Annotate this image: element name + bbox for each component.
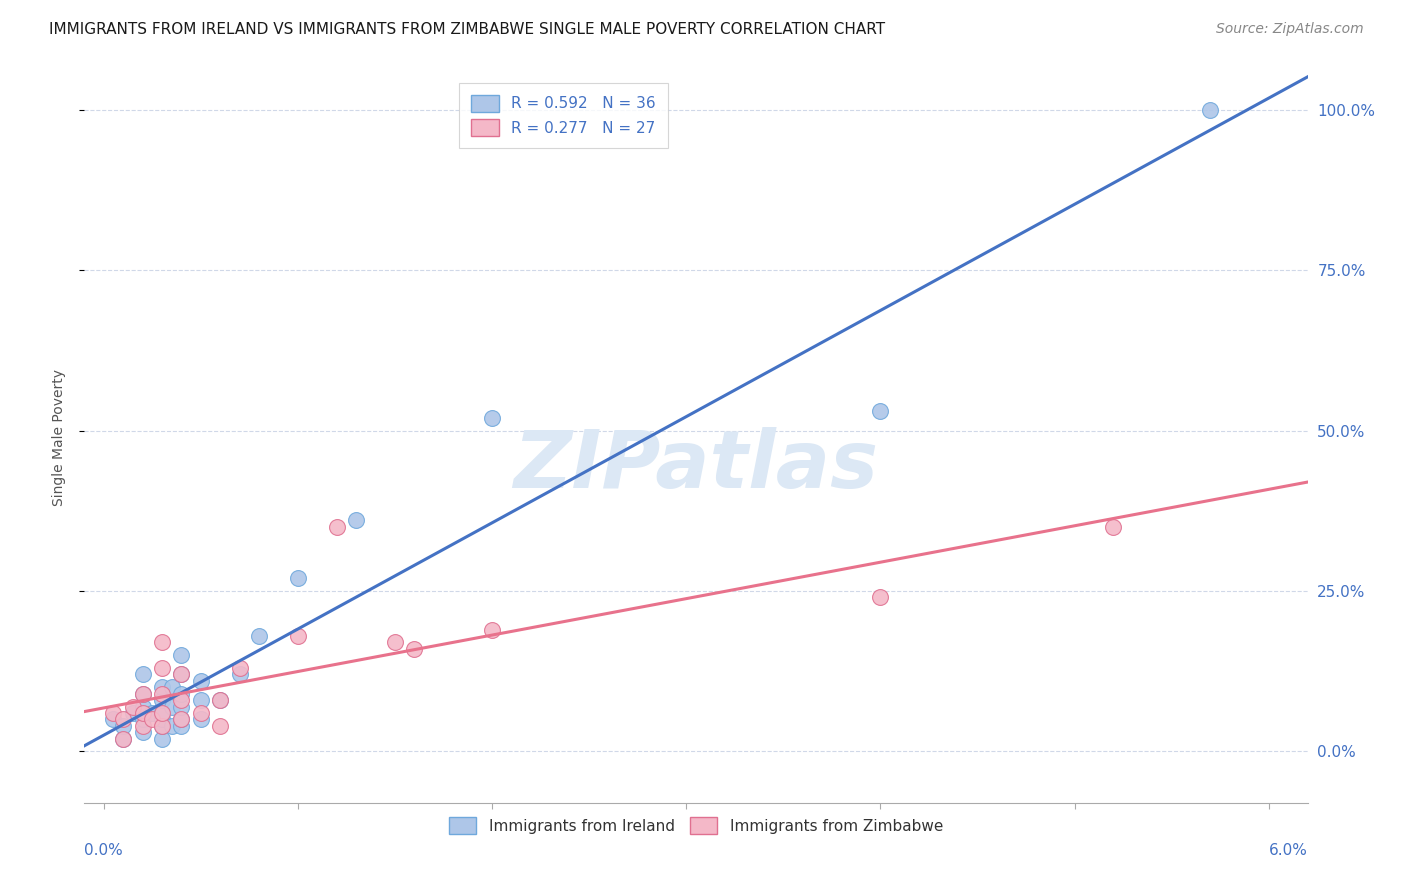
Point (131, 687, 153, 701)
Point (170, 712, 193, 726)
Point (131, 719, 153, 733)
Point (190, 693, 212, 707)
Point (190, 712, 212, 726)
Point (112, 719, 135, 733)
Point (170, 693, 193, 707)
Point (103, 712, 125, 726)
Point (122, 706, 145, 720)
Point (150, 693, 173, 707)
Text: ZIPatlas: ZIPatlas (513, 427, 879, 506)
Point (150, 719, 173, 733)
Point (209, 719, 232, 733)
Point (170, 667, 193, 681)
Point (247, 629, 270, 643)
Point (141, 712, 163, 726)
Point (112, 731, 135, 746)
Point (481, 623, 503, 637)
Point (170, 712, 193, 726)
Point (190, 706, 212, 720)
Point (170, 687, 193, 701)
Point (869, 591, 891, 605)
Point (150, 712, 173, 726)
Point (150, 635, 173, 649)
Point (131, 706, 153, 720)
Point (344, 514, 367, 528)
Text: Source: ZipAtlas.com: Source: ZipAtlas.com (1216, 22, 1364, 37)
Point (131, 725, 153, 739)
Text: 6.0%: 6.0% (1268, 843, 1308, 858)
Point (150, 661, 173, 675)
Point (103, 706, 125, 720)
Point (141, 706, 163, 720)
Point (228, 667, 250, 681)
Point (481, 410, 503, 425)
Point (150, 681, 173, 695)
Point (209, 693, 232, 707)
Point (131, 667, 153, 681)
Point (150, 731, 173, 746)
Point (160, 681, 183, 695)
Point (1102, 520, 1125, 534)
Point (404, 641, 426, 656)
Y-axis label: Single Male Poverty: Single Male Poverty (52, 368, 66, 506)
Point (150, 706, 173, 720)
Point (131, 699, 153, 714)
Point (209, 693, 232, 707)
Point (160, 719, 183, 733)
Point (190, 673, 212, 688)
Point (287, 629, 309, 643)
Point (170, 699, 193, 714)
Point (150, 706, 173, 720)
Point (287, 571, 309, 585)
Text: 0.0%: 0.0% (84, 843, 124, 858)
Point (122, 699, 145, 714)
Point (228, 661, 250, 675)
Point (160, 699, 183, 714)
Point (1199, 103, 1222, 117)
Point (131, 687, 153, 701)
Text: IMMIGRANTS FROM IRELAND VS IMMIGRANTS FROM ZIMBABWE SINGLE MALE POVERTY CORRELAT: IMMIGRANTS FROM IRELAND VS IMMIGRANTS FR… (49, 22, 886, 37)
Legend: Immigrants from Ireland, Immigrants from Zimbabwe: Immigrants from Ireland, Immigrants from… (437, 805, 955, 847)
Point (112, 712, 135, 726)
Point (112, 731, 135, 746)
Point (326, 520, 349, 534)
Point (170, 648, 193, 663)
Point (131, 712, 153, 726)
Point (150, 719, 173, 733)
Point (150, 687, 173, 701)
Point (170, 719, 193, 733)
Point (384, 635, 406, 649)
Point (170, 667, 193, 681)
Point (869, 404, 891, 418)
